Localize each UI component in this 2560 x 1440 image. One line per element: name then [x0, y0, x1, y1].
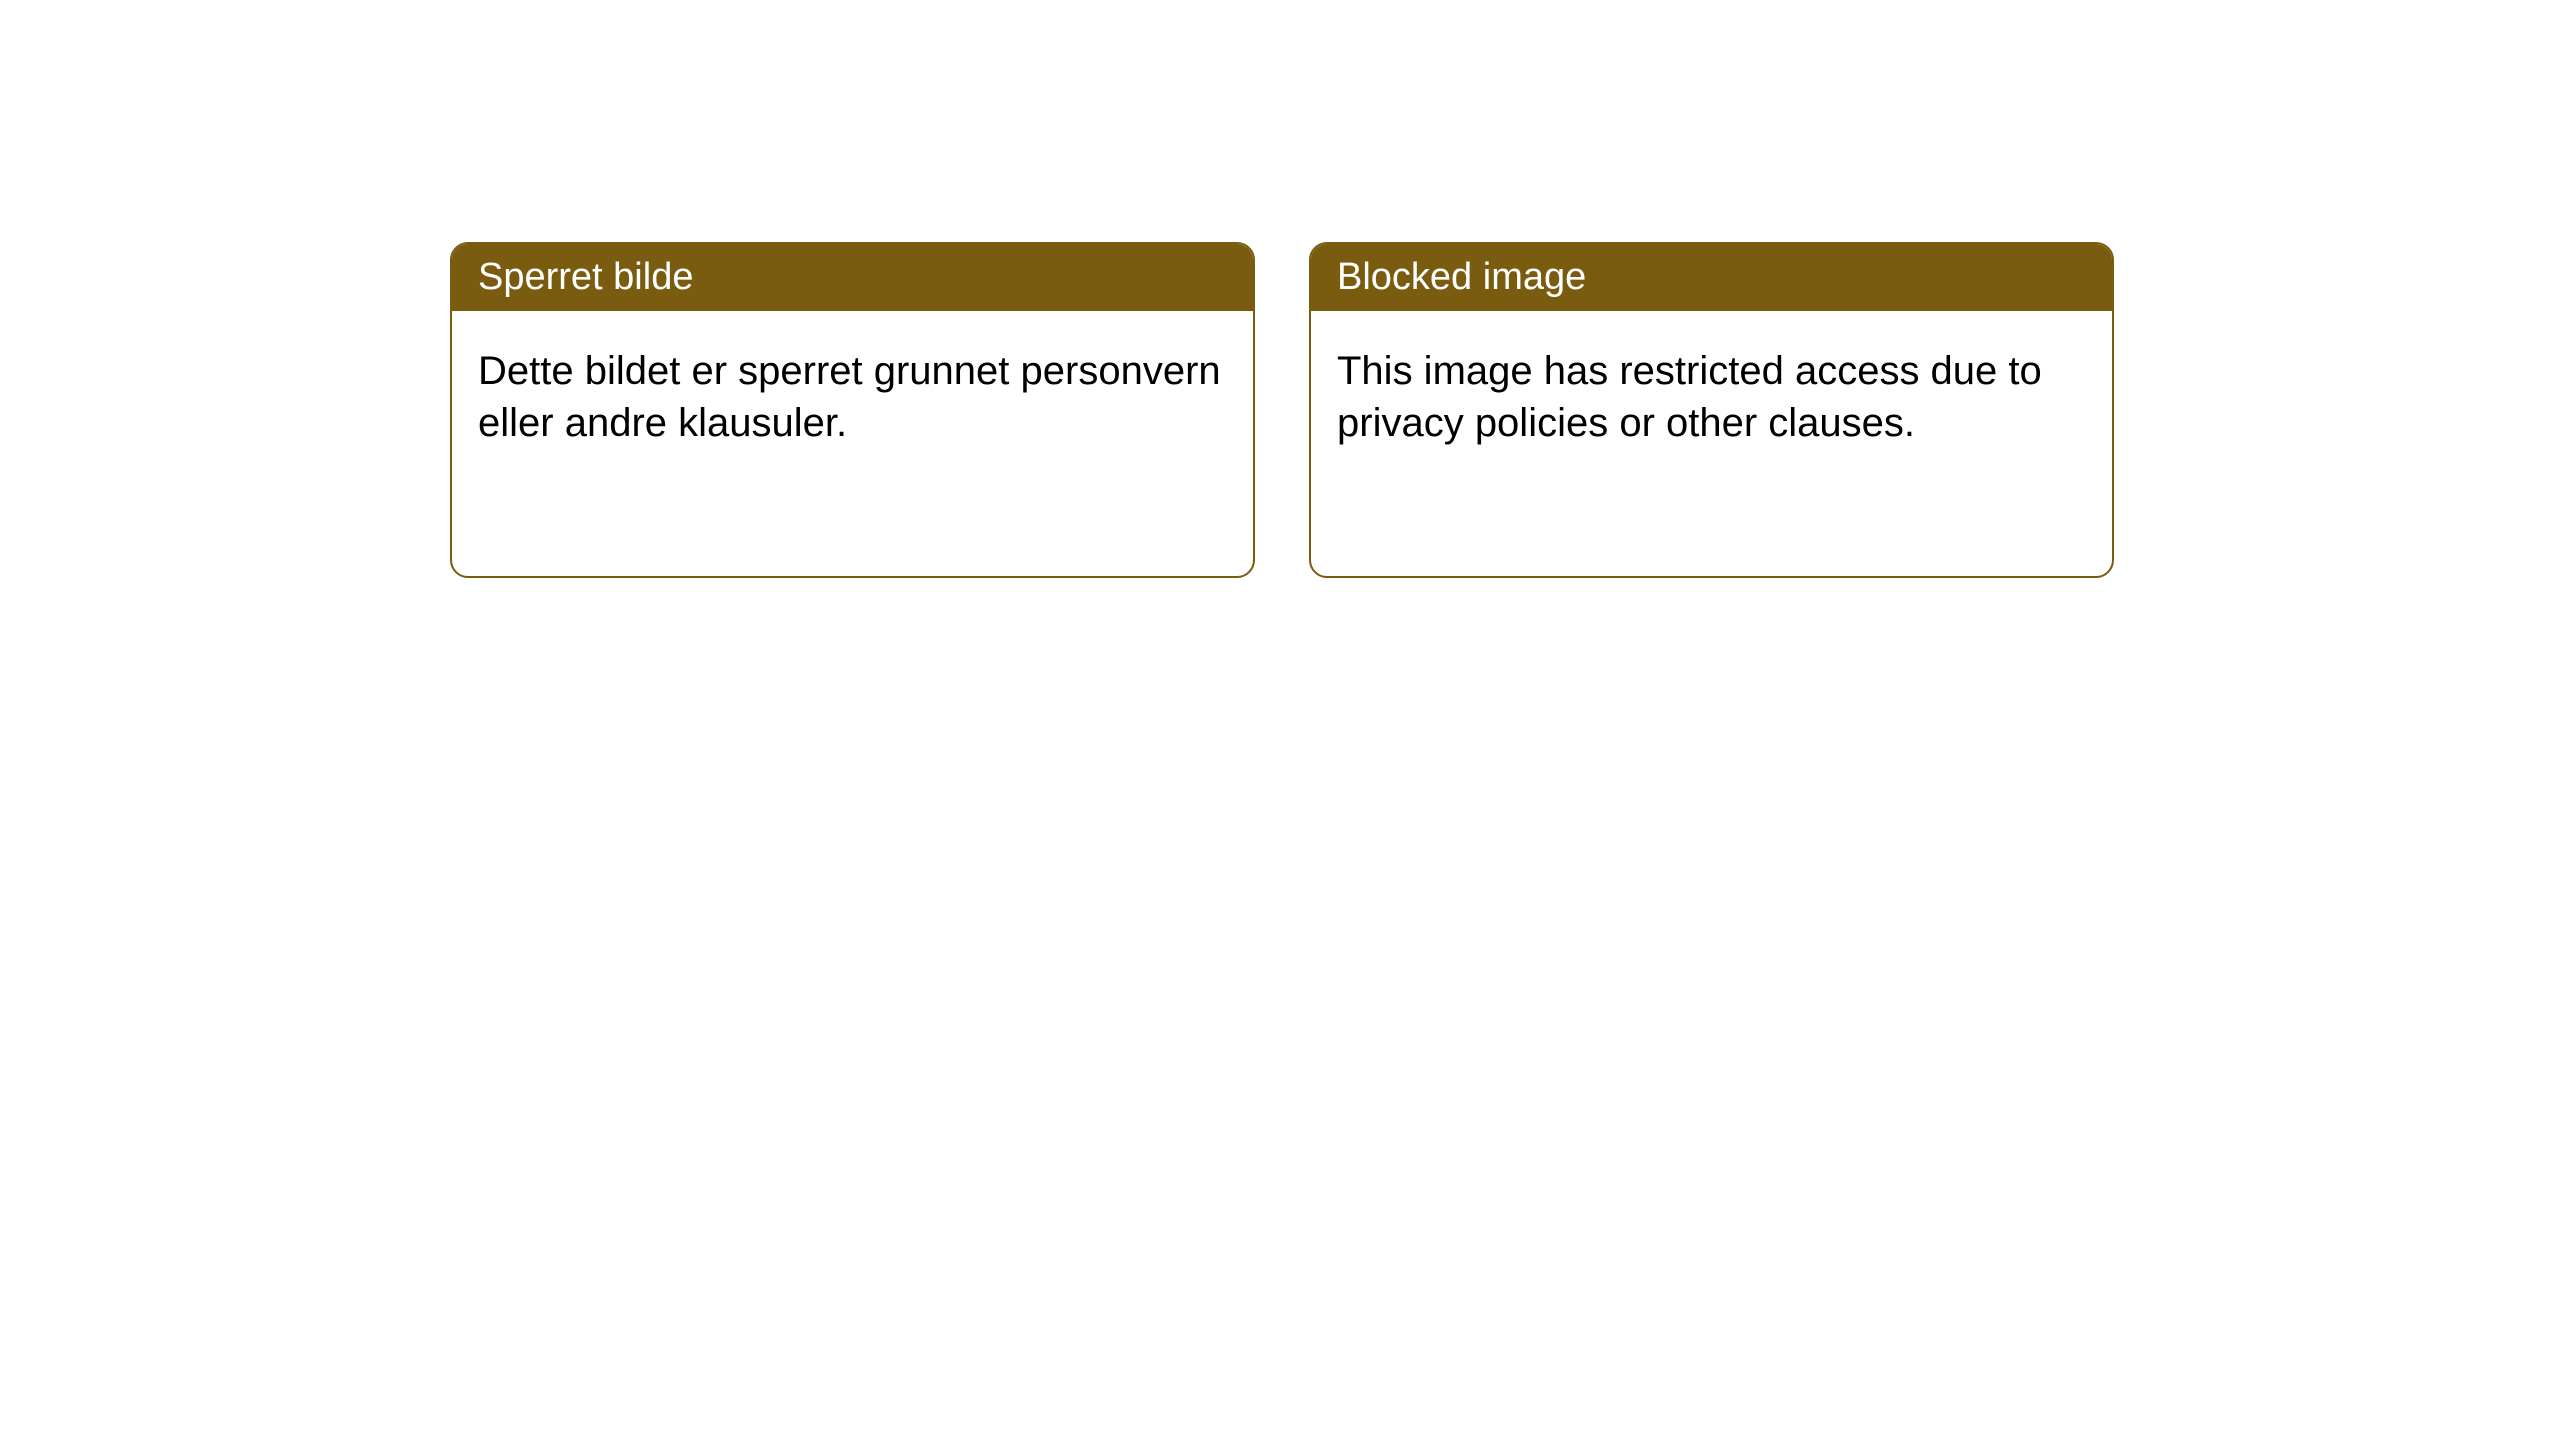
- notice-container: Sperret bilde Dette bildet er sperret gr…: [0, 0, 2560, 578]
- card-body-text: This image has restricted access due to …: [1337, 349, 2042, 445]
- card-title: Blocked image: [1337, 256, 1586, 298]
- card-title: Sperret bilde: [478, 256, 693, 298]
- notice-card-norwegian: Sperret bilde Dette bildet er sperret gr…: [450, 242, 1255, 578]
- card-body-text: Dette bildet er sperret grunnet personve…: [478, 349, 1221, 445]
- card-header-norwegian: Sperret bilde: [452, 244, 1253, 311]
- card-body-english: This image has restricted access due to …: [1311, 311, 2112, 475]
- card-header-english: Blocked image: [1311, 244, 2112, 311]
- notice-card-english: Blocked image This image has restricted …: [1309, 242, 2114, 578]
- card-body-norwegian: Dette bildet er sperret grunnet personve…: [452, 311, 1253, 475]
